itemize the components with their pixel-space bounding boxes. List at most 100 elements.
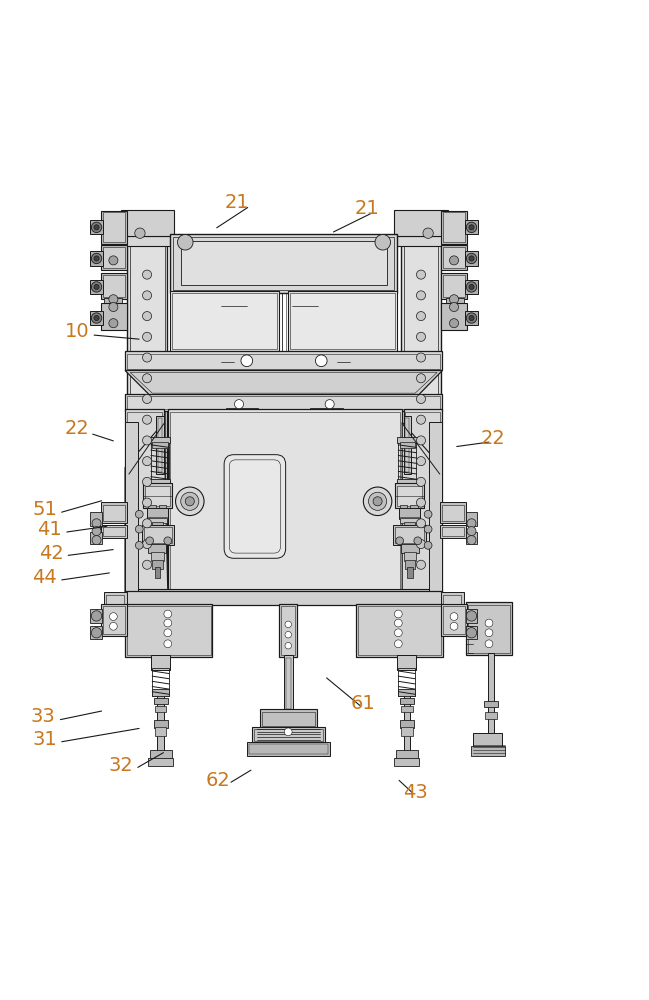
Bar <box>408 567 413 578</box>
Bar <box>330 416 340 422</box>
Text: 21: 21 <box>354 199 379 218</box>
Circle shape <box>143 540 152 549</box>
Bar <box>262 712 315 726</box>
Circle shape <box>164 610 172 618</box>
Circle shape <box>450 622 458 630</box>
Bar <box>254 729 323 741</box>
Circle shape <box>92 536 101 545</box>
Bar <box>104 592 127 610</box>
Bar <box>155 706 167 712</box>
Bar <box>150 750 172 759</box>
Bar <box>358 606 441 655</box>
Circle shape <box>417 374 426 383</box>
Circle shape <box>143 270 152 279</box>
Text: 22: 22 <box>480 429 506 448</box>
Circle shape <box>109 256 118 265</box>
Bar <box>149 758 173 766</box>
Circle shape <box>396 537 404 545</box>
Bar <box>400 518 419 523</box>
Bar <box>170 412 400 590</box>
Text: 10: 10 <box>65 322 90 341</box>
Bar <box>465 220 478 234</box>
Bar <box>101 245 127 270</box>
Bar <box>127 354 441 369</box>
Text: 33: 33 <box>31 707 55 726</box>
Text: 44: 44 <box>32 568 57 587</box>
Bar <box>154 698 168 704</box>
Bar <box>395 483 424 508</box>
Bar <box>153 442 168 448</box>
Circle shape <box>417 436 426 445</box>
Bar <box>443 247 465 268</box>
Bar <box>406 412 441 590</box>
Bar <box>400 505 408 510</box>
Bar <box>466 626 477 639</box>
Circle shape <box>109 295 118 304</box>
Circle shape <box>143 415 152 424</box>
Bar <box>173 293 277 349</box>
Bar <box>90 220 103 234</box>
Bar <box>101 502 127 523</box>
Bar <box>398 668 415 696</box>
Bar <box>395 210 448 236</box>
Bar <box>147 508 169 519</box>
Bar <box>438 609 467 618</box>
Circle shape <box>143 477 152 486</box>
Bar <box>158 694 164 751</box>
Bar <box>466 609 477 623</box>
Bar <box>143 483 173 508</box>
Text: 22: 22 <box>65 419 90 438</box>
Bar <box>443 212 465 242</box>
Bar <box>171 291 279 351</box>
Bar <box>151 442 169 481</box>
Circle shape <box>92 313 102 323</box>
Circle shape <box>185 497 194 506</box>
Circle shape <box>417 540 426 549</box>
Bar <box>153 668 169 696</box>
Bar <box>468 605 510 653</box>
Bar <box>101 609 130 618</box>
Circle shape <box>417 477 426 486</box>
Circle shape <box>285 631 291 638</box>
Bar <box>155 567 160 578</box>
Bar <box>404 694 410 751</box>
Circle shape <box>143 498 152 507</box>
Circle shape <box>92 527 101 536</box>
Circle shape <box>143 332 152 341</box>
Circle shape <box>175 487 204 516</box>
Bar <box>474 733 502 747</box>
Circle shape <box>92 222 102 233</box>
Bar <box>401 231 441 585</box>
Bar <box>406 418 410 472</box>
Circle shape <box>424 525 432 533</box>
Circle shape <box>143 519 152 528</box>
Circle shape <box>369 492 387 510</box>
Bar <box>228 416 239 422</box>
Bar <box>471 746 504 756</box>
Bar <box>90 251 103 266</box>
Circle shape <box>375 234 391 250</box>
Bar <box>90 532 102 544</box>
Circle shape <box>417 498 426 507</box>
Circle shape <box>284 728 292 736</box>
Bar <box>399 508 421 519</box>
Circle shape <box>417 291 426 300</box>
Circle shape <box>143 436 152 445</box>
Bar <box>466 602 512 655</box>
Bar <box>125 394 443 411</box>
Bar <box>247 742 330 756</box>
Bar <box>484 701 498 707</box>
Bar <box>397 437 418 443</box>
Circle shape <box>395 619 402 627</box>
Bar <box>288 291 397 351</box>
Circle shape <box>92 628 102 638</box>
Circle shape <box>143 394 152 404</box>
Bar <box>430 422 443 592</box>
Bar <box>153 689 169 696</box>
Bar <box>145 486 171 506</box>
Bar <box>443 275 465 297</box>
Bar <box>154 720 168 728</box>
Circle shape <box>485 640 493 648</box>
Bar <box>125 591 443 605</box>
Bar <box>465 311 478 325</box>
